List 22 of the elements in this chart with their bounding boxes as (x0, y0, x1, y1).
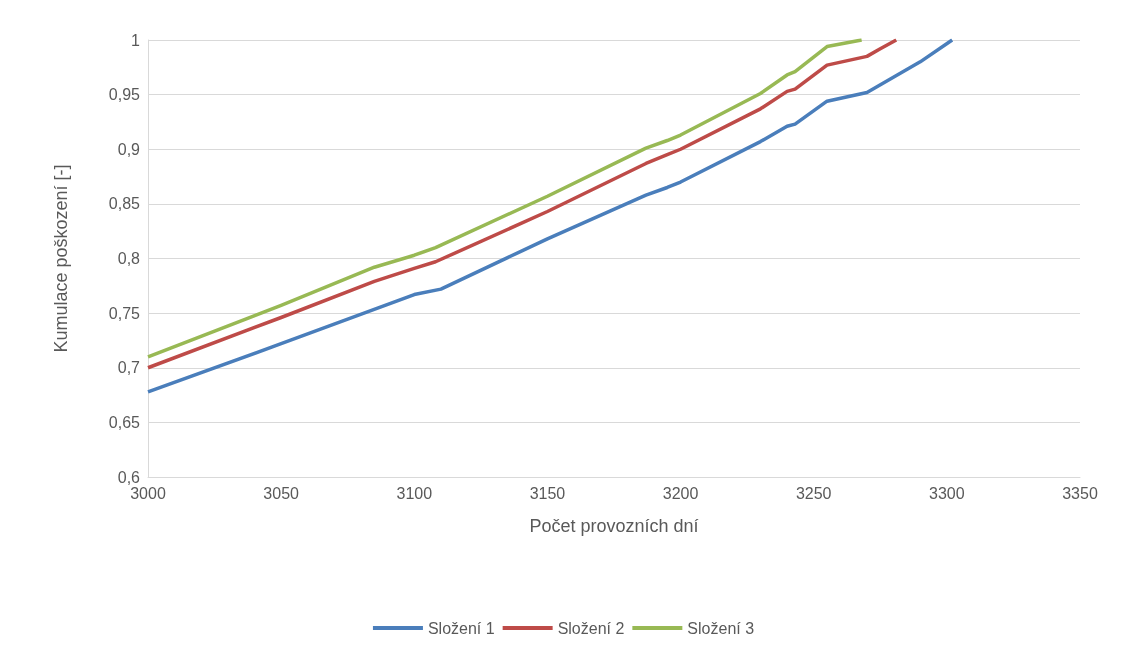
x-tick-label: 3050 (263, 484, 300, 502)
y-tick-label: 1 (131, 31, 141, 49)
x-tick-label: 3100 (396, 484, 433, 502)
y-tick-label: 0,95 (108, 86, 141, 104)
x-tick-label: 3250 (795, 484, 832, 502)
y-axis-title: Kumulace poškození [-] (51, 164, 71, 353)
y-tick-label: 0,9 (117, 140, 141, 158)
y-tick-label: 0,7 (117, 359, 141, 377)
x-axis-title: Počet provozních dní (529, 516, 699, 536)
x-tick-label: 3350 (1062, 484, 1098, 502)
y-tick-label: 0,75 (108, 304, 141, 322)
legend-label: Složení 1 (427, 619, 495, 637)
y-tick-label: 0,6 (117, 468, 141, 486)
y-tick-label: 0,8 (117, 250, 141, 267)
x-tick-label: 3000 (130, 484, 166, 502)
x-tick-label: 3300 (929, 484, 965, 502)
legend-label: Složení 2 (557, 619, 625, 637)
x-tick-label: 3150 (529, 484, 566, 502)
x-tick-label: 3200 (662, 484, 699, 502)
legend-label: Složení 3 (687, 619, 755, 637)
y-tick-label: 0,65 (108, 413, 141, 431)
y-tick-label: 0,85 (108, 195, 141, 213)
